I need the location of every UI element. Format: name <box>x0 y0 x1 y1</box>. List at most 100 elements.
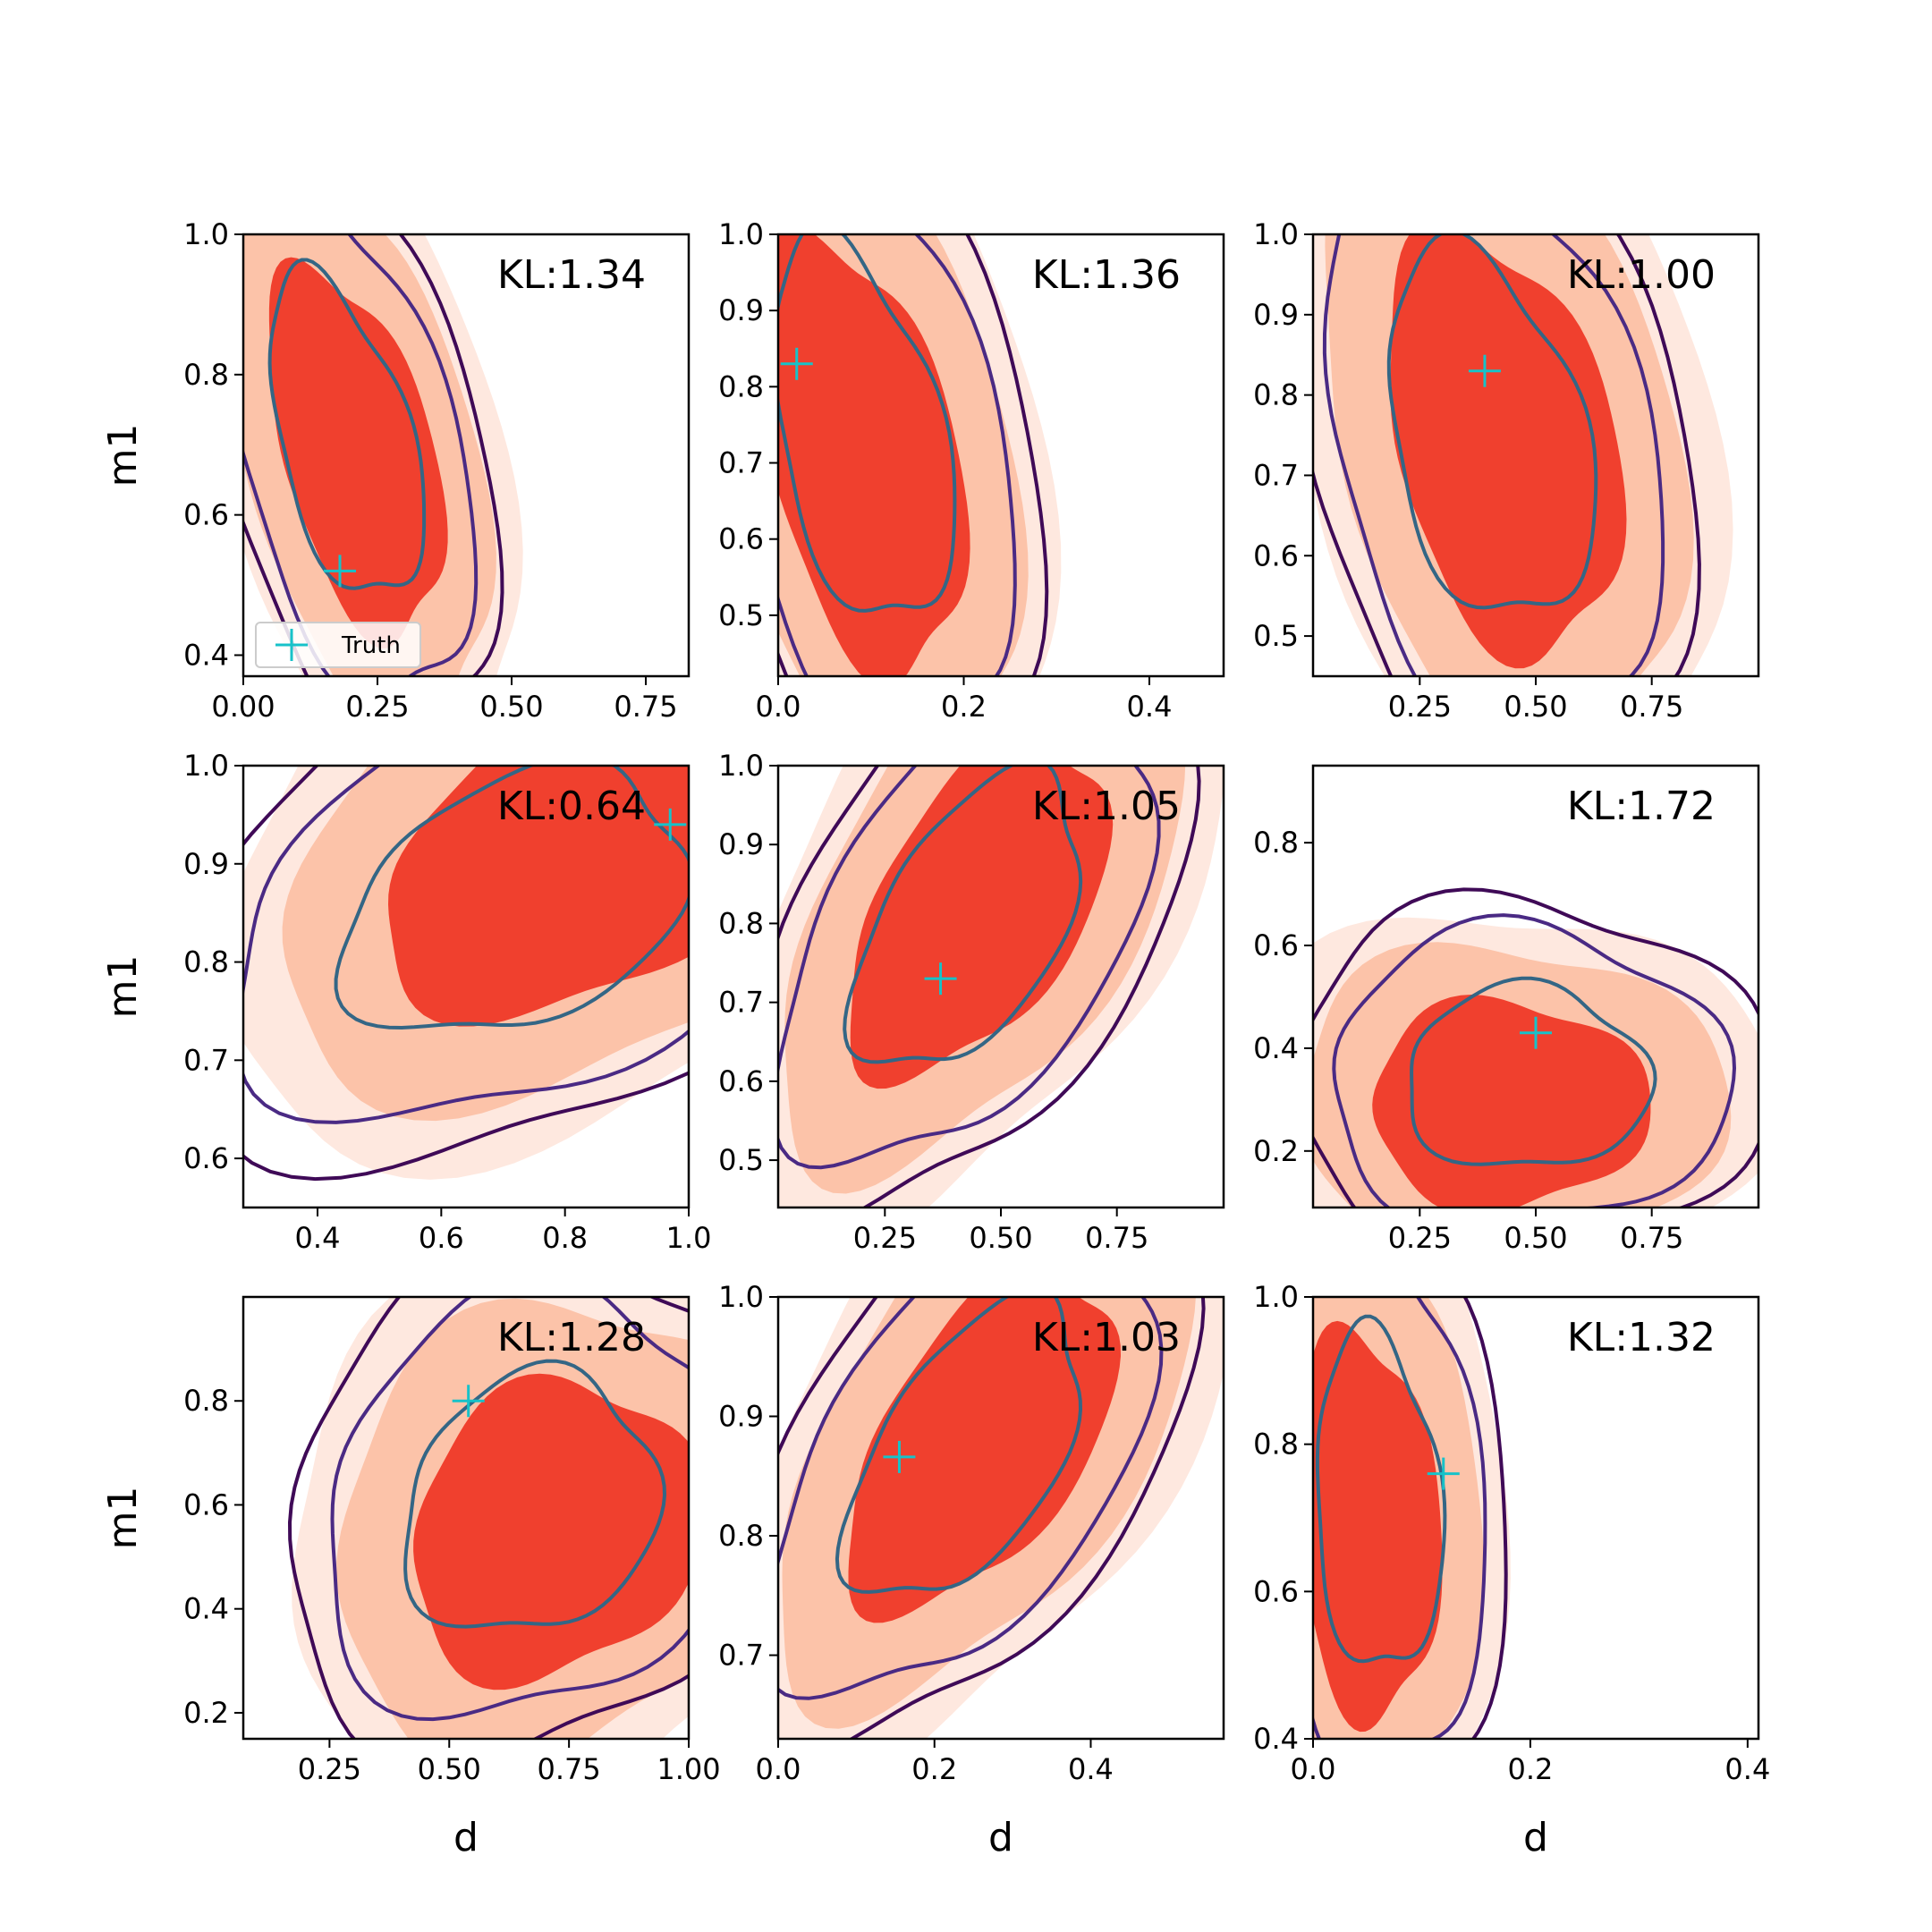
axes-frame <box>776 1295 1225 1741</box>
y-tick-label: 0.7 <box>718 446 764 480</box>
y-tick-label: 0.6 <box>1253 928 1299 962</box>
contour-inner <box>334 766 689 1030</box>
x-tick-label: 0.50 <box>418 1752 481 1786</box>
contour-middle <box>1332 913 1737 1208</box>
legend: Truth <box>255 622 421 668</box>
y-tick-label: 0.8 <box>1253 1428 1299 1462</box>
x-tick-label: 0.00 <box>211 690 275 724</box>
y-tick-label: 0.7 <box>718 986 764 1020</box>
x-axis-label: d <box>453 1815 479 1860</box>
contour-inner <box>1410 976 1657 1166</box>
y-tick-label: 1.0 <box>183 749 229 783</box>
y-tick-label: 0.6 <box>183 1487 229 1521</box>
x-tick-label: 0.0 <box>756 690 801 724</box>
y-tick-label: 0.7 <box>718 1639 764 1673</box>
truth-marker <box>452 1385 485 1418</box>
y-tick-label: 0.5 <box>1253 619 1299 653</box>
y-tick-label: 0.9 <box>718 827 764 861</box>
x-tick-label: 1.00 <box>657 1752 720 1786</box>
x-tick-label: 1.0 <box>666 1221 712 1255</box>
y-tick-label: 0.6 <box>183 498 229 532</box>
x-tick-label: 0.25 <box>1388 690 1452 724</box>
panel-2: 0.0 0.2 0.4 0.5 0.6 0.7 0.8 0.9 1.0 KL:1.36 <box>718 217 1225 724</box>
density-fill-3 <box>778 234 970 676</box>
x-axis-label: d <box>1523 1815 1548 1860</box>
density-fill-3 <box>1313 1320 1443 1733</box>
y-tick-label: 0.6 <box>1253 538 1299 572</box>
plot-area <box>1313 887 1758 1208</box>
truth-marker <box>924 962 957 996</box>
x-tick-label: 0.25 <box>853 1221 917 1255</box>
y-tick-label: 1.0 <box>718 217 764 251</box>
y-tick-label: 0.8 <box>183 358 229 392</box>
y-tick-label: 0.7 <box>1253 458 1299 492</box>
kl-annotation: KL:1.34 <box>497 252 646 298</box>
panel-3: 0.25 0.50 0.75 0.5 0.6 0.7 0.8 0.9 1.0 KL:1.00 <box>1253 217 1760 724</box>
truth-marker <box>1468 354 1501 387</box>
y-tick-label: 1.0 <box>183 217 229 251</box>
y-tick-label: 0.6 <box>718 522 764 556</box>
x-tick-label: 0.25 <box>345 690 409 724</box>
contour-inner <box>1386 234 1598 610</box>
x-tick-label: 0.4 <box>1127 690 1173 724</box>
truth-marker <box>780 347 813 380</box>
plot-area <box>1313 234 1733 676</box>
x-tick-label: 0.2 <box>941 690 987 724</box>
contour-middle <box>243 766 689 1124</box>
y-tick-label: 0.9 <box>1253 298 1299 332</box>
y-tick-label: 0.9 <box>718 293 764 327</box>
x-tick-label: 0.50 <box>479 690 543 724</box>
axes-frame <box>1311 1295 1760 1741</box>
x-axis-label: d <box>988 1815 1013 1860</box>
contour-outer <box>287 1297 689 1739</box>
kl-annotation: KL:1.72 <box>1567 784 1716 829</box>
y-tick-label: 0.4 <box>1253 1722 1299 1756</box>
density-fill-3 <box>848 1297 1121 1623</box>
y-tick-label: 1.0 <box>1253 217 1299 251</box>
kl-annotation: KL:1.32 <box>1567 1315 1716 1360</box>
contour-middle <box>330 1297 689 1722</box>
y-tick-label: 0.8 <box>718 906 764 940</box>
y-tick-label: 0.6 <box>718 1064 764 1098</box>
x-tick-label: 0.4 <box>295 1221 341 1255</box>
legend-label: Truth <box>341 632 401 659</box>
y-tick-label: 0.9 <box>718 1400 764 1434</box>
kl-annotation: KL:1.03 <box>1032 1315 1181 1360</box>
x-tick-label: 0.2 <box>1507 1752 1553 1786</box>
contour-middle <box>778 1297 1164 1700</box>
y-tick-label: 0.8 <box>183 1384 229 1418</box>
x-tick-label: 0.25 <box>298 1752 361 1786</box>
truth-marker <box>1520 1016 1552 1049</box>
x-tick-label: 0.4 <box>1068 1752 1114 1786</box>
panel-8: 0.0 0.2 0.4 0.7 0.8 0.9 1.0 KL:1.03 d <box>718 1280 1225 1860</box>
x-tick-label: 0.0 <box>756 1752 801 1786</box>
y-tick-label: 0.4 <box>183 1592 229 1626</box>
contour-outer <box>1313 887 1758 1208</box>
x-tick-label: 0.6 <box>419 1221 464 1255</box>
y-tick-label: 0.2 <box>183 1696 229 1730</box>
x-tick-label: 0.4 <box>1724 1752 1770 1786</box>
axes-frame <box>776 233 1225 678</box>
x-tick-label: 0.50 <box>1504 1221 1567 1255</box>
kl-annotation: KL:1.36 <box>1032 252 1181 298</box>
axes-frame <box>242 764 691 1209</box>
contour-outer <box>778 766 1201 1208</box>
density-fill-3 <box>413 1373 689 1690</box>
panel-6: 0.25 0.50 0.75 0.2 0.4 0.6 0.8 KL:1.72 <box>1253 764 1760 1255</box>
y-axis-label: m1 <box>100 1487 146 1550</box>
y-tick-label: 1.0 <box>718 1280 764 1314</box>
truth-marker <box>324 555 356 588</box>
x-tick-label: 0.0 <box>1291 1752 1336 1786</box>
plot-area <box>243 234 523 676</box>
density-fill-3 <box>1390 234 1627 669</box>
plot-area <box>1313 1297 1511 1739</box>
panel-9: 0.0 0.2 0.4 0.4 0.6 0.8 1.0 KL:1.32 d <box>1253 1280 1770 1860</box>
plot-area <box>778 1297 1224 1739</box>
y-tick-label: 0.8 <box>718 1519 764 1553</box>
x-tick-label: 0.75 <box>538 1752 601 1786</box>
panel-5: 0.25 0.50 0.75 0.5 0.6 0.7 0.8 0.9 1.0 KL:1.05 <box>718 749 1225 1255</box>
truth-marker <box>883 1440 916 1473</box>
contour-inner <box>1315 1314 1447 1664</box>
contour-inner <box>267 258 427 590</box>
